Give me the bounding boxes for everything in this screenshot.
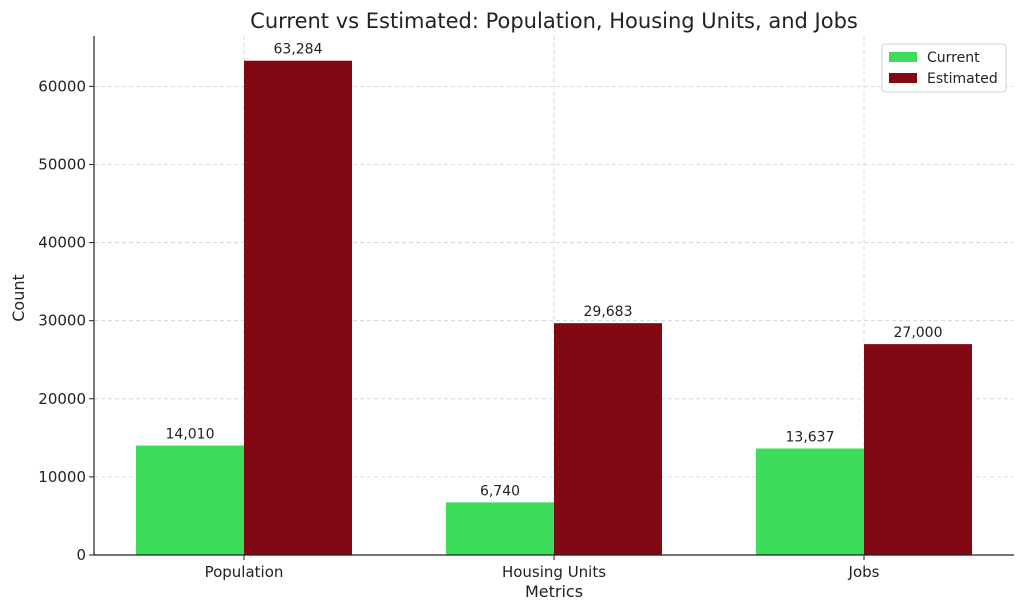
axes: 0 10000 20000 30000 40000 50000 60000 Populatio… [38,36,1014,581]
x-tick-label: Population [205,563,284,581]
x-axis-label: Metrics [525,582,583,601]
y-tick-label: 50000 [38,155,86,173]
bar-value-label: 13,637 [786,429,835,445]
legend: Current Estimated [881,43,1007,93]
x-tick-label: Jobs [848,563,880,581]
y-tick-label: 60000 [38,77,86,95]
bar-value-label: 29,683 [584,304,633,320]
legend-swatch-estimated [889,73,917,83]
bar-estimated-housing-units [554,323,662,555]
bar-value-label: 63,284 [274,42,323,58]
chart-title: Current vs Estimated: Population, Housin… [250,9,858,33]
bar-estimated-jobs [864,344,972,555]
y-tick-label: 20000 [38,390,86,408]
bar-value-label: 6,740 [480,483,520,499]
bar-current-jobs [756,448,864,555]
bar-current-housing-units [446,502,554,555]
bar-value-label: 27,000 [894,325,943,341]
x-tick-label: Housing Units [502,563,606,581]
bar-estimated-population [244,60,352,556]
bars [136,60,972,556]
y-tick-label: 30000 [38,312,86,330]
value-labels: 14,010 63,284 6,740 29,683 13,637 27,000 [166,42,943,500]
y-tick-label: 40000 [38,234,86,252]
legend-label-current: Current [927,50,980,66]
legend-swatch-current [889,52,917,62]
bar-current-population [136,445,244,555]
bar-value-label: 14,010 [166,427,215,443]
y-tick-label: 10000 [38,468,86,486]
y-axis-label: Count [9,274,28,322]
legend-label-estimated: Estimated [927,71,998,87]
y-tick-label: 0 [76,546,86,564]
